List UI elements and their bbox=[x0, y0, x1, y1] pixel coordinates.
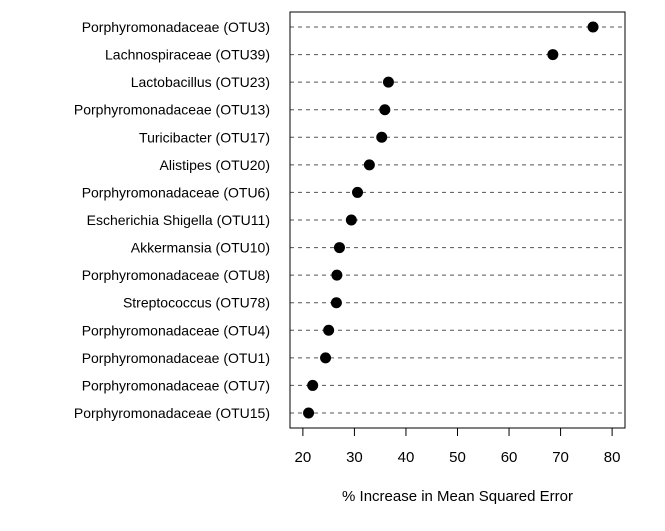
data-point bbox=[323, 324, 335, 336]
x-tick-label: 30 bbox=[346, 449, 363, 466]
data-point bbox=[345, 214, 357, 226]
data-point bbox=[363, 159, 375, 171]
data-point bbox=[547, 49, 559, 61]
category-label: Turicibacter (OTU17) bbox=[139, 129, 270, 145]
data-point bbox=[382, 76, 394, 88]
category-label: Streptococcus (OTU78) bbox=[123, 295, 270, 311]
data-point bbox=[320, 352, 332, 364]
data-point bbox=[587, 21, 599, 33]
category-label: Porphyromonadaceae (OTU15) bbox=[74, 405, 270, 421]
data-point bbox=[379, 104, 391, 116]
x-tick-label: 20 bbox=[295, 449, 312, 466]
x-tick-label: 40 bbox=[398, 449, 415, 466]
data-point bbox=[376, 131, 388, 143]
x-axis-label: % Increase in Mean Squared Error bbox=[342, 488, 573, 505]
category-label: Porphyromonadaceae (OTU3) bbox=[82, 19, 270, 35]
category-label: Porphyromonadaceae (OTU6) bbox=[82, 184, 270, 200]
data-point bbox=[307, 379, 319, 391]
x-tick-label: 60 bbox=[501, 449, 518, 466]
x-axis: 20 30 40 50 60 70 80 bbox=[295, 427, 621, 466]
data-point bbox=[303, 407, 315, 419]
data-point bbox=[330, 297, 342, 309]
plot-frame bbox=[289, 11, 626, 429]
data-point bbox=[331, 269, 343, 281]
category-label: Akkermansia (OTU10) bbox=[131, 240, 270, 256]
x-tick-label: 70 bbox=[552, 449, 569, 466]
category-label: Lachnospiraceae (OTU39) bbox=[105, 47, 270, 63]
guide-lines bbox=[290, 26, 625, 414]
category-label: Porphyromonadaceae (OTU13) bbox=[74, 102, 270, 118]
data-point bbox=[352, 186, 364, 198]
category-label: Porphyromonadaceae (OTU7) bbox=[82, 377, 270, 393]
category-labels: Porphyromonadaceae (OTU3) Lachnospiraceae… bbox=[74, 19, 270, 421]
data-point bbox=[333, 242, 345, 254]
category-label: Porphyromonadaceae (OTU1) bbox=[82, 350, 270, 366]
category-label: Porphyromonadaceae (OTU8) bbox=[82, 267, 270, 283]
category-label: Escherichia Shigella (OTU11) bbox=[87, 212, 270, 228]
x-tick-label: 50 bbox=[449, 449, 466, 466]
category-label: Lactobacillus (OTU23) bbox=[131, 74, 270, 90]
category-label: Porphyromonadaceae (OTU4) bbox=[82, 322, 270, 338]
data-points bbox=[303, 21, 599, 419]
x-tick-label: 80 bbox=[604, 449, 621, 466]
category-label: Alistipes (OTU20) bbox=[160, 157, 270, 173]
